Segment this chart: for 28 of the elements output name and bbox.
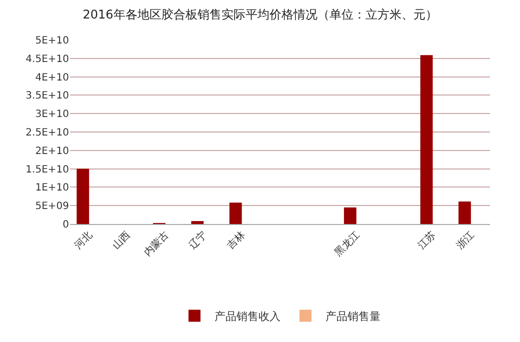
- x-tick-label: 江苏: [416, 229, 438, 252]
- chart-title: 2016年各地区胶合板销售实际平均价格情况（单位：立方米、元）: [82, 8, 438, 22]
- y-tick-label: 4E+10: [35, 72, 69, 84]
- y-tick-label: 5E+09: [35, 201, 69, 212]
- y-tick-label: 1E+10: [35, 182, 69, 194]
- bar: [229, 202, 242, 224]
- x-tick-label: 河北: [72, 229, 95, 252]
- bar: [191, 221, 204, 224]
- bar: [458, 202, 471, 224]
- y-tick-label: 2E+10: [35, 146, 69, 157]
- x-tick-label: 辽宁: [186, 229, 210, 252]
- x-tick-label: 吉林: [224, 229, 248, 252]
- bar: [344, 207, 356, 224]
- bar: [420, 55, 433, 224]
- x-tick-label: 山西: [110, 229, 133, 252]
- y-tick-label: 3.5E+10: [26, 90, 69, 102]
- x-tick-label: 浙江: [454, 229, 477, 252]
- y-tick-label: 2.5E+10: [26, 128, 69, 138]
- x-tick-label: 内蒙古: [141, 229, 172, 259]
- y-tick-label: 4.5E+10: [26, 54, 69, 65]
- y-tick-label: 1.5E+10: [26, 164, 69, 176]
- bar: [76, 168, 90, 224]
- y-tick-label: 3E+10: [35, 109, 69, 120]
- legend-label: 产品销售量: [326, 310, 380, 324]
- y-tick-label: 5E+10: [35, 36, 69, 46]
- x-tick-label: 黑龙江: [332, 229, 362, 259]
- legend-label: 产品销售收入: [214, 310, 280, 324]
- y-tick-label: 0: [62, 220, 69, 230]
